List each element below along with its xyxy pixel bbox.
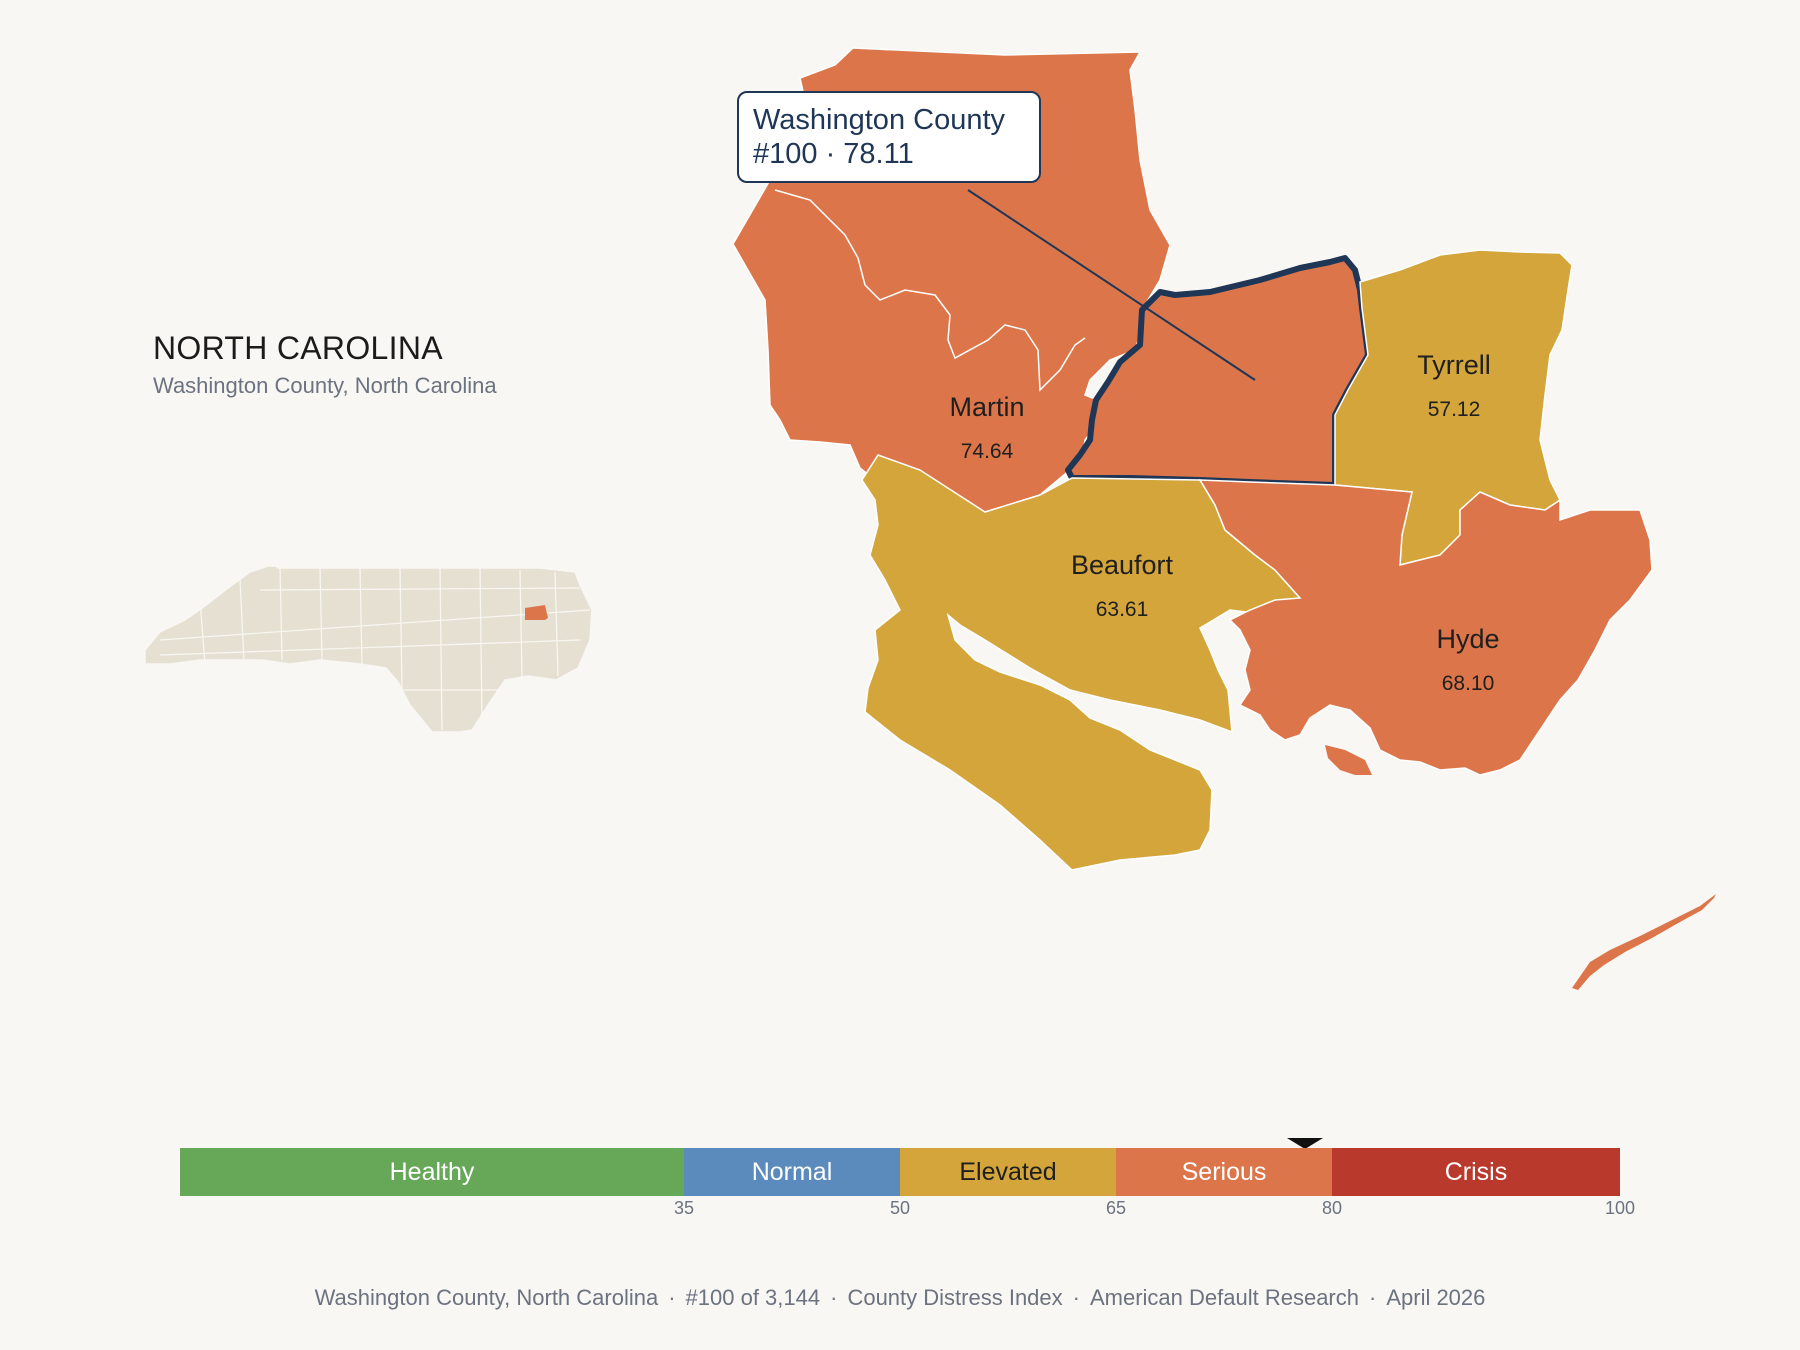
county-label-tyrrell: Tyrrell [1417, 350, 1491, 380]
state-subtitle: Washington County, North Carolina [153, 373, 497, 398]
footer-source: American Default Research [1089, 1285, 1359, 1310]
scale-segment-elevated: Elevated [900, 1148, 1116, 1196]
tooltip-leader-line [967, 189, 1256, 381]
footer-credits: Washington County, North Carolina · #100 o… [314, 1285, 1486, 1310]
county-martin-rivers [774, 189, 1086, 392]
footer-county: Washington County, North Carolina [314, 1285, 659, 1310]
scale-tick-80: 80 [1321, 1198, 1343, 1218]
county-hyde-island-fragment [1325, 745, 1372, 775]
footer-date: April 2026 [1386, 1285, 1486, 1310]
tooltip-county-name: Washington County [753, 104, 1006, 136]
inset-state-map [144, 565, 593, 733]
scale-tick-100: 100 [1604, 1198, 1636, 1218]
county-tooltip: Washington County #100 · 78.11 [737, 91, 1041, 183]
county-score-martin: 74.64 [961, 440, 1014, 463]
county-score-tyrrell: 57.12 [1428, 398, 1481, 421]
scale-segment-serious: Serious [1116, 1148, 1332, 1196]
county-hyde-barrier-island [1572, 894, 1716, 990]
scale-segment-crisis: Crisis [1332, 1148, 1620, 1196]
county-label-martin: Martin [949, 392, 1024, 422]
scale-segment-healthy: Healthy [180, 1148, 684, 1196]
distress-scale-bar: Healthy Normal Elevated Serious Crisis [180, 1148, 1620, 1196]
county-score-beaufort: 63.61 [1096, 598, 1149, 621]
county-shapes [732, 47, 1716, 990]
scale-segment-normal: Normal [684, 1148, 900, 1196]
footer-index: County Distress Index [847, 1285, 1063, 1310]
state-title: NORTH CAROLINA [153, 330, 443, 366]
county-hyde[interactable] [1198, 479, 1653, 776]
tooltip-rank-score: #100 · 78.11 [753, 138, 914, 170]
scale-tick-65: 65 [1105, 1198, 1127, 1218]
scale-tick-35: 35 [673, 1198, 695, 1218]
scale-tick-50: 50 [889, 1198, 911, 1218]
inset-highlight-washington [525, 605, 548, 620]
county-score-hyde: 68.10 [1442, 672, 1495, 695]
county-label-beaufort: Beaufort [1071, 550, 1174, 580]
county-label-hyde: Hyde [1436, 624, 1499, 654]
score-marker [1287, 1138, 1323, 1149]
footer-rank: #100 of 3,144 [685, 1285, 821, 1310]
